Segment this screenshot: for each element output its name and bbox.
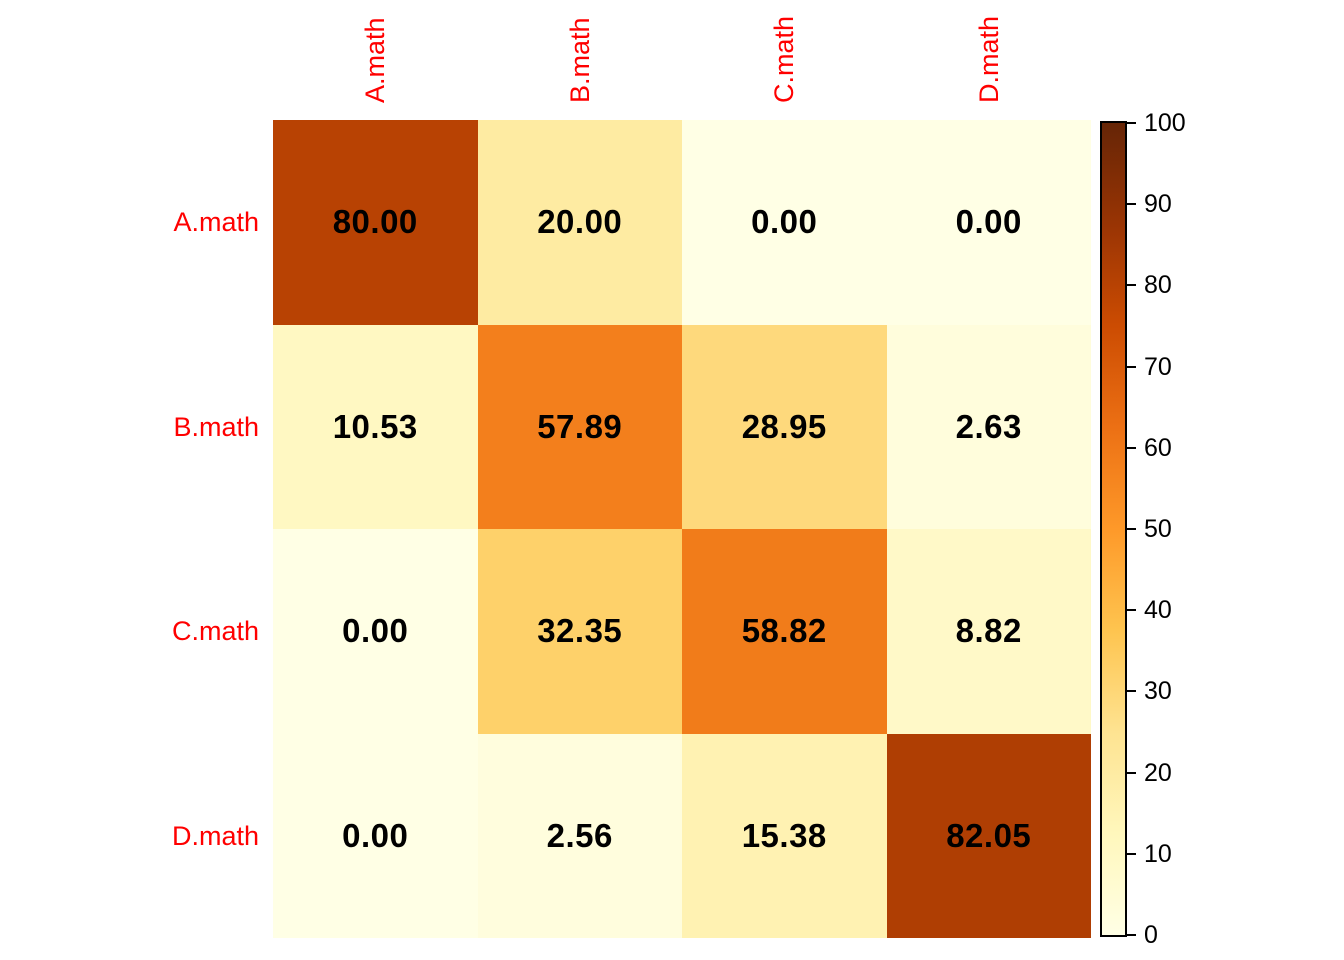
cell-value: 28.95 (741, 407, 827, 445)
colorbar-tick-label-30: 30 (1144, 677, 1172, 705)
heatmap-cell-r2c3: 8.82 (886, 529, 1091, 734)
cell-value: 0.00 (751, 203, 818, 241)
colorbar-tick-10 (1127, 853, 1136, 855)
colorbar-tick-label-80: 80 (1144, 271, 1172, 299)
row-label-C.math: C.math (171, 616, 259, 646)
heatmap-cell-r2c0: 0.00 (273, 529, 478, 734)
colorbar-tick-label-40: 40 (1144, 596, 1172, 624)
cell-value: 10.53 (332, 407, 418, 445)
heatmap-cell-r0c0: 80.00 (273, 120, 478, 325)
heatmap-cell-r0c2: 0.00 (682, 120, 887, 325)
row-label-D.math: D.math (171, 821, 259, 851)
colorbar-tick-label-70: 70 (1144, 353, 1172, 381)
heatmap-grid: 80.00 20.00 0.00 0.00 10.53 57.89 28.95 2.63 0.0… (273, 120, 1091, 938)
cell-value: 80.00 (332, 203, 418, 241)
heatmap-cell-r1c1: 57.89 (477, 324, 682, 529)
cell-value: 20.00 (537, 203, 623, 241)
colorbar-tick-20 (1127, 772, 1136, 774)
colorbar-tick-label-60: 60 (1144, 434, 1172, 462)
cell-value: 2.56 (546, 816, 613, 854)
heatmap-cell-r3c0: 0.00 (273, 733, 478, 938)
cell-value: 2.63 (955, 407, 1022, 445)
colorbar-tick-70 (1127, 366, 1136, 368)
colorbar-tick-100 (1127, 122, 1136, 124)
cell-value: 32.35 (537, 612, 623, 650)
colorbar-tick-60 (1127, 447, 1136, 449)
colorbar-tick-90 (1127, 203, 1136, 205)
heatmap-cell-r2c2: 58.82 (682, 529, 887, 734)
colorbar-tick-label-20: 20 (1144, 759, 1172, 787)
heatmap-cell-r3c3: 82.05 (886, 733, 1091, 938)
column-label-A.math: A.math (360, 17, 390, 103)
heatmap-cell-r0c3: 0.00 (886, 120, 1091, 325)
colorbar-tick-label-100: 100 (1144, 109, 1186, 137)
colorbar: 0 10 20 30 40 50 60 70 80 90 100 (1100, 109, 1320, 951)
colorbar-tick-80 (1127, 284, 1136, 286)
column-label-D.math: D.math (974, 15, 1004, 103)
heatmap-cell-r1c0: 10.53 (273, 324, 478, 529)
cell-value: 15.38 (741, 816, 827, 854)
heatmap-cell-r3c1: 2.56 (477, 733, 682, 938)
colorbar-tick-label-10: 10 (1144, 840, 1172, 868)
colorbar-tick-label-90: 90 (1144, 190, 1172, 218)
colorbar-tick-30 (1127, 690, 1136, 692)
cell-value: 0.00 (342, 816, 409, 854)
colorbar-tick-0 (1127, 934, 1136, 936)
column-label-C.math: C.math (769, 15, 799, 103)
colorbar-tick-label-50: 50 (1144, 515, 1172, 543)
heatmap-cell-r2c1: 32.35 (477, 529, 682, 734)
cell-value: 8.82 (955, 612, 1022, 650)
cell-value: 57.89 (537, 407, 623, 445)
colorbar-tick-label-0: 0 (1144, 921, 1158, 949)
colorbar-tick-40 (1127, 609, 1136, 611)
column-label-B.math: B.math (565, 17, 595, 103)
row-label-B.math: B.math (173, 412, 259, 442)
heatmap-cell-r0c1: 20.00 (477, 120, 682, 325)
heatmap-cell-r3c2: 15.38 (682, 733, 887, 938)
colorbar-gradient (1100, 121, 1127, 937)
row-label-A.math: A.math (173, 207, 259, 237)
cell-value: 82.05 (946, 816, 1032, 854)
cell-value: 58.82 (741, 612, 827, 650)
cell-value: 0.00 (342, 612, 409, 650)
heatmap-cell-r1c3: 2.63 (886, 324, 1091, 529)
cell-value: 0.00 (955, 203, 1022, 241)
heatmap-cell-r1c2: 28.95 (682, 324, 887, 529)
colorbar-tick-50 (1127, 528, 1136, 530)
